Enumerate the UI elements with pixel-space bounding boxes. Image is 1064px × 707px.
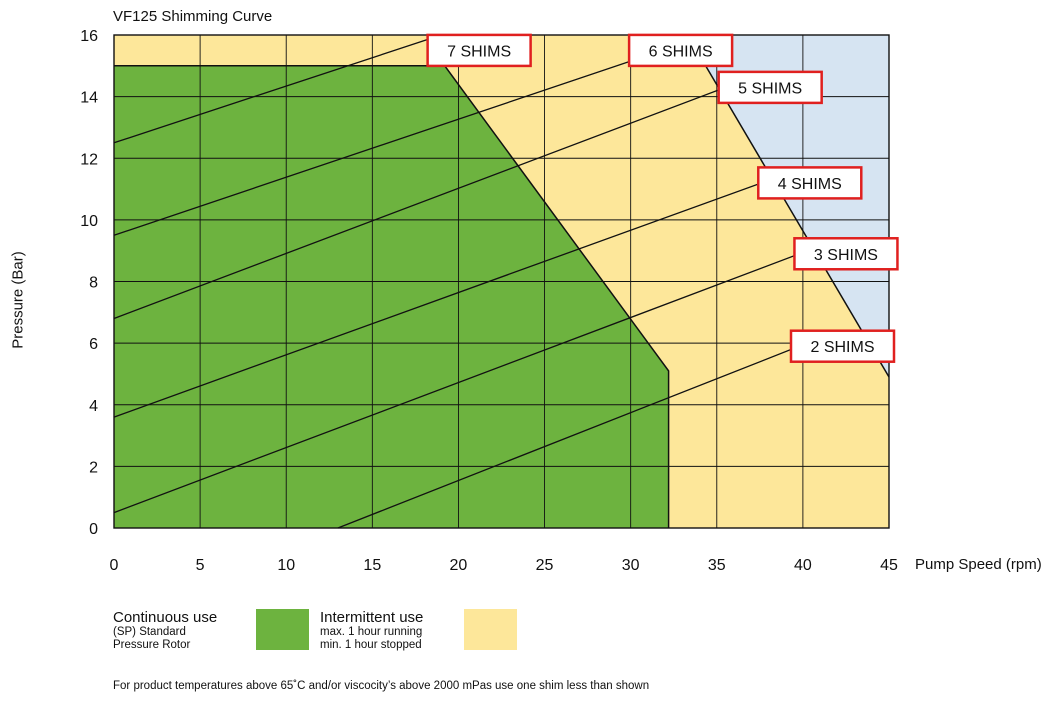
y-tick-label: 2	[89, 459, 98, 476]
x-tick-label: 35	[708, 557, 726, 574]
x-tick-label: 0	[110, 557, 119, 574]
x-tick-label: 5	[196, 557, 205, 574]
shim-label-3-shims: 3 SHIMS	[814, 247, 878, 264]
continuous-boundary	[114, 65, 670, 528]
x-tick-label: 30	[622, 557, 640, 574]
x-tick-label: 10	[277, 557, 295, 574]
y-axis-label: Pressure (Bar)	[9, 251, 27, 349]
y-tick-label: 12	[80, 151, 98, 168]
shim-label-box-6-shims	[627, 33, 734, 68]
shim-label-box-3-shims	[793, 237, 899, 271]
shim-label-6-shims: 6 SHIMS	[649, 43, 713, 60]
x-tick-label: 45	[880, 557, 898, 574]
shim-line-6-shims	[113, 34, 709, 236]
shim-label-box-5-shims	[717, 70, 823, 105]
legend-intermittent-swatch	[464, 609, 517, 650]
y-tick-label: 4	[89, 398, 98, 415]
x-tick-label: 40	[794, 557, 812, 574]
legend-continuous-title: Continuous use	[113, 609, 218, 626]
y-tick-label: 16	[80, 28, 98, 45]
shim-label-5-shims: 5 SHIMS	[738, 80, 802, 97]
y-tick-label: 8	[89, 275, 98, 292]
legend-continuous-swatch	[256, 609, 309, 650]
legend-intermittent-title: Intermittent use	[320, 609, 424, 626]
region-continuous	[114, 65, 669, 529]
shim-label-7-shims: 7 SHIMS	[447, 43, 511, 60]
legend-intermittent-line2: min. 1 hour stopped	[320, 639, 422, 651]
chart-title: VF125 Shimming Curve	[113, 8, 273, 25]
shim-label-2-shims: 2 SHIMS	[810, 339, 874, 356]
legend-continuous-line2: Pressure Rotor	[113, 639, 191, 651]
y-tick-label: 0	[89, 521, 98, 538]
x-tick-label: 25	[536, 557, 554, 574]
y-tick-label: 6	[89, 336, 98, 353]
x-tick-label: 15	[363, 557, 381, 574]
y-tick-label: 10	[80, 213, 98, 230]
x-tick-label: 20	[450, 557, 468, 574]
shim-label-4-shims: 4 SHIMS	[778, 176, 842, 193]
footnote: For product temperatures above 65˚C and/…	[113, 680, 650, 692]
x-axis-label: Pump Speed (rpm)	[915, 556, 1042, 573]
legend-intermittent-line1: max. 1 hour running	[320, 626, 423, 638]
y-tick-label: 14	[80, 90, 98, 107]
legend-continuous-line1: (SP) Standard	[113, 626, 186, 638]
shim-label-box-4-shims	[757, 166, 863, 200]
shim-label-box-2-shims	[789, 329, 896, 363]
shim-label-box-7-shims	[426, 33, 532, 68]
shim-line-7-shims	[113, 34, 442, 144]
